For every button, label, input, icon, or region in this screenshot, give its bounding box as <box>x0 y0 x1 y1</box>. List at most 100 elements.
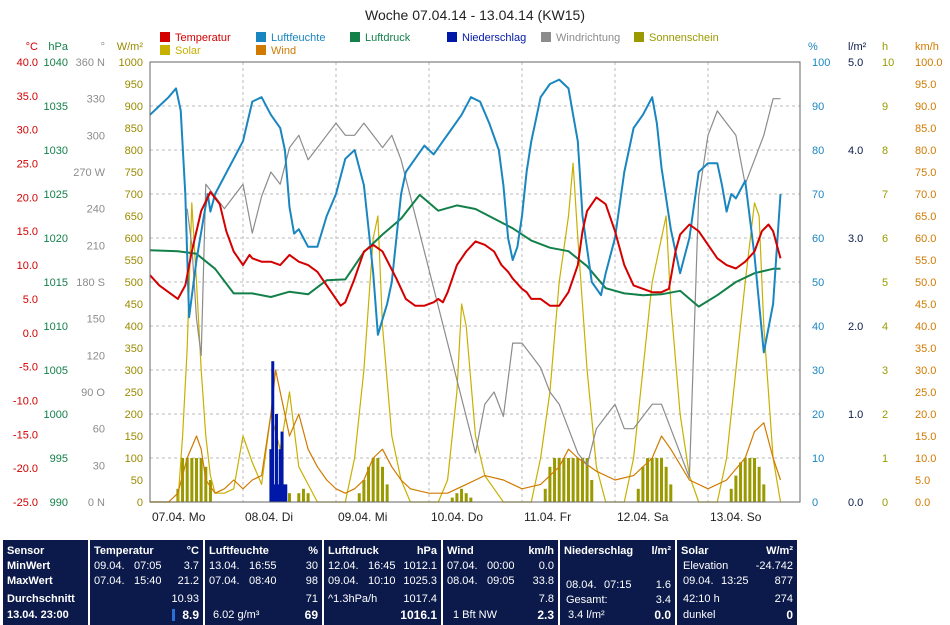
y-tick-label: 20.0 <box>915 409 936 421</box>
legend: Temperatur Luftfeuchte Luftdruck Niederschl… <box>160 32 719 57</box>
temp-max-value: 21.2 <box>177 575 199 587</box>
y-tick-label: 20 <box>812 409 824 421</box>
y-tick-label: 0 <box>882 497 888 509</box>
solar-sun-hours: 42:10 h <box>683 593 720 605</box>
sunshine-bar <box>553 458 557 502</box>
y-tick-label: 800 <box>125 145 143 157</box>
press-min-time: 16:45 <box>368 560 396 572</box>
hum-min-time: 16:55 <box>249 560 277 572</box>
y-tick-label: 270 W <box>73 167 105 179</box>
hum-min-value: 30 <box>305 560 318 572</box>
precipitation-bar <box>274 414 278 502</box>
y-tick-label: 80.0 <box>915 145 936 157</box>
sunshine-bar <box>190 458 194 502</box>
x-tick-label: 08.04. Di <box>245 510 293 524</box>
y-tick-label: 0 <box>137 497 143 509</box>
y-tick-label: 150 <box>87 314 105 326</box>
rain-rate: 3.4 l/m² <box>568 609 605 621</box>
y-axes: °C40.035.030.025.020.015.010.05.00.0-5.0… <box>13 41 943 509</box>
x-tick-label: 07.04. Mo <box>152 510 206 524</box>
min-label: MinWert <box>7 560 51 572</box>
legend-swatch-wind <box>256 45 266 55</box>
y-tick-label: 990 <box>50 497 68 509</box>
sunshine-bar <box>367 466 371 502</box>
stats-wind: Wind km/h 07.04. 00:00 0.0 08.04. 09:05 33.8 … <box>443 540 558 625</box>
y-tick-label: 0 <box>812 497 818 509</box>
y-tick-label: 10 <box>882 57 894 69</box>
sunshine-bar <box>381 466 384 502</box>
x-tick-label: 13.04. So <box>710 510 762 524</box>
y-tick-label: 8 <box>882 145 888 157</box>
hum-absolute: 6.02 g/m³ <box>213 609 260 621</box>
sunshine-bar <box>646 458 650 502</box>
sunshine-bar <box>450 497 454 502</box>
legend-swatch-windrichtung <box>541 32 551 42</box>
wind-max-value: 33.8 <box>532 575 554 587</box>
y-tick-label: 1010 <box>44 321 68 333</box>
y-tick-label: 210 <box>87 240 105 252</box>
y-tick-label: 1 <box>882 453 888 465</box>
sunshine-bar <box>301 488 305 502</box>
y-tick-label: 700 <box>125 189 143 201</box>
wind-min-value: 0.0 <box>538 560 554 572</box>
y-tick-label: 1005 <box>44 365 68 377</box>
rain-total: 3.4 <box>655 594 671 606</box>
press-min-value: 1012.1 <box>403 560 437 572</box>
y-tick-label: -20.0 <box>13 463 38 475</box>
y-tick-label: 6 <box>882 233 888 245</box>
temp-min-value: 3.7 <box>183 560 199 572</box>
y-tick-label: 90 <box>812 101 824 113</box>
sunshine-bar <box>567 458 570 502</box>
y-tick-label: 20.0 <box>17 192 38 204</box>
y-tick-label: 40.0 <box>17 57 38 69</box>
y-tick-label: 850 <box>125 123 143 135</box>
sunshine-bar <box>455 493 459 502</box>
press-trend: ^1.3hPa/h <box>328 593 378 605</box>
legend-label-solar: Solar <box>175 45 201 57</box>
y-axis-unit-3: W/m² <box>117 41 144 53</box>
series <box>149 78 782 503</box>
legend-swatch-luftfeuchte <box>256 32 266 42</box>
solar-unit: W/m² <box>766 545 793 557</box>
sunshine-bar <box>762 484 766 502</box>
temp-current: 8.9 <box>182 608 199 622</box>
precipitation-bar <box>278 449 282 502</box>
sunshine-bar <box>181 458 185 502</box>
sunshine-bar <box>306 493 310 502</box>
y-tick-label: 30 <box>93 460 105 472</box>
y-tick-label: -5.0 <box>19 362 38 374</box>
y-tick-label: 3.0 <box>848 233 863 245</box>
sunshine-bar <box>557 458 561 502</box>
press-current: 1016.1 <box>400 608 437 622</box>
press-max-time: 10:10 <box>368 575 396 587</box>
y-tick-label: 60 <box>93 424 105 436</box>
series-line-luftfeuchte <box>149 78 782 354</box>
stats-sensor: Sensor MinWert MaxWert Durchschnitt 13.0… <box>3 540 88 625</box>
y-tick-label: 50 <box>812 277 824 289</box>
hum-min-date: 13.04. <box>209 560 240 572</box>
y-tick-label: 1030 <box>44 145 68 157</box>
y-tick-label: 330 <box>87 94 105 106</box>
y-tick-label: 750 <box>125 167 143 179</box>
sunshine-bar <box>641 466 645 502</box>
y-tick-label: 100.0 <box>915 57 943 69</box>
precipitation-bar <box>269 449 273 502</box>
y-tick-label: 1020 <box>44 233 68 245</box>
sunshine-bar <box>655 458 659 502</box>
temp-trend-bar <box>172 609 175 621</box>
rain-unit: l/m² <box>651 545 671 557</box>
stats-solar: Solar W/m² Elevation -24.742 09.04. 13:25 87… <box>677 540 797 625</box>
precipitation-bar <box>271 361 275 502</box>
y-tick-label: 50 <box>131 475 143 487</box>
sensor-title: Sensor <box>7 545 45 557</box>
y-tick-label: 2 <box>882 409 888 421</box>
y-tick-label: 9 <box>882 101 888 113</box>
sunshine-bar <box>297 493 301 502</box>
wind-title: Wind <box>447 545 474 557</box>
sunshine-bar <box>464 493 468 502</box>
wind-min-date: 07.04. <box>447 560 478 572</box>
temp-max-date: 07.04. <box>94 575 125 587</box>
y-tick-label: 300 <box>87 130 105 142</box>
series-line-luftdruck <box>149 193 781 308</box>
legend-label-temperatur: Temperatur <box>175 32 231 44</box>
